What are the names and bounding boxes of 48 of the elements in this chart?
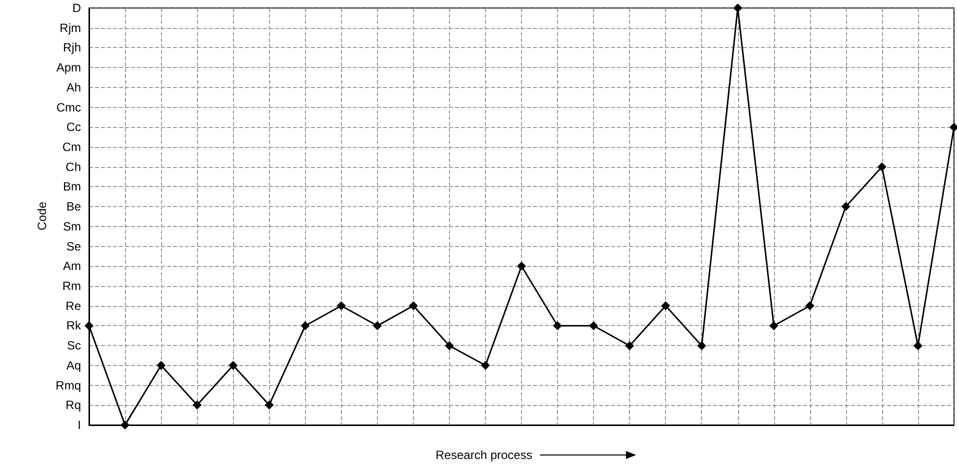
category-label: Aq xyxy=(66,358,81,372)
point xyxy=(769,321,778,330)
point xyxy=(913,341,922,350)
point xyxy=(841,202,850,211)
category-label: Apm xyxy=(56,60,81,75)
point xyxy=(336,301,346,310)
category-label: Be xyxy=(66,200,81,214)
category-label: Rjh xyxy=(62,40,81,55)
point xyxy=(625,341,634,350)
point xyxy=(589,321,598,330)
point xyxy=(228,360,238,370)
y-axis-title: Code xyxy=(35,202,49,230)
category-label: Se xyxy=(66,239,81,254)
category-label: Sc xyxy=(66,338,81,353)
category-label: Rjm xyxy=(60,20,81,35)
point xyxy=(192,400,202,410)
category-label: Rm xyxy=(62,279,81,293)
point xyxy=(733,4,742,12)
category-label: Re xyxy=(66,298,81,313)
category-label: Bm xyxy=(63,180,81,194)
category-label: Rmq xyxy=(56,378,81,392)
point xyxy=(84,321,94,330)
point xyxy=(553,321,562,330)
point xyxy=(661,301,670,310)
point xyxy=(372,321,382,330)
point xyxy=(697,341,706,350)
point xyxy=(517,262,526,271)
point xyxy=(120,420,130,430)
point xyxy=(805,301,814,310)
category-label: Cc xyxy=(66,120,81,134)
point xyxy=(156,360,166,370)
category-label: Cm xyxy=(62,140,81,154)
category-label: Ah xyxy=(66,80,81,94)
category-label: D xyxy=(72,1,81,15)
point xyxy=(408,301,418,310)
x-axis-title: Research process xyxy=(436,448,532,462)
category-label: Ch xyxy=(66,160,81,174)
point xyxy=(444,341,454,350)
category-label: Sm xyxy=(63,219,81,234)
point xyxy=(264,400,274,410)
category-label: I xyxy=(78,418,81,432)
point xyxy=(877,162,886,172)
point xyxy=(300,321,310,330)
category-label: Cmc xyxy=(56,100,81,114)
category-label: Rk xyxy=(66,318,81,333)
category-label: Rq xyxy=(66,398,81,412)
category-label: Am xyxy=(63,259,81,274)
point xyxy=(480,360,490,370)
